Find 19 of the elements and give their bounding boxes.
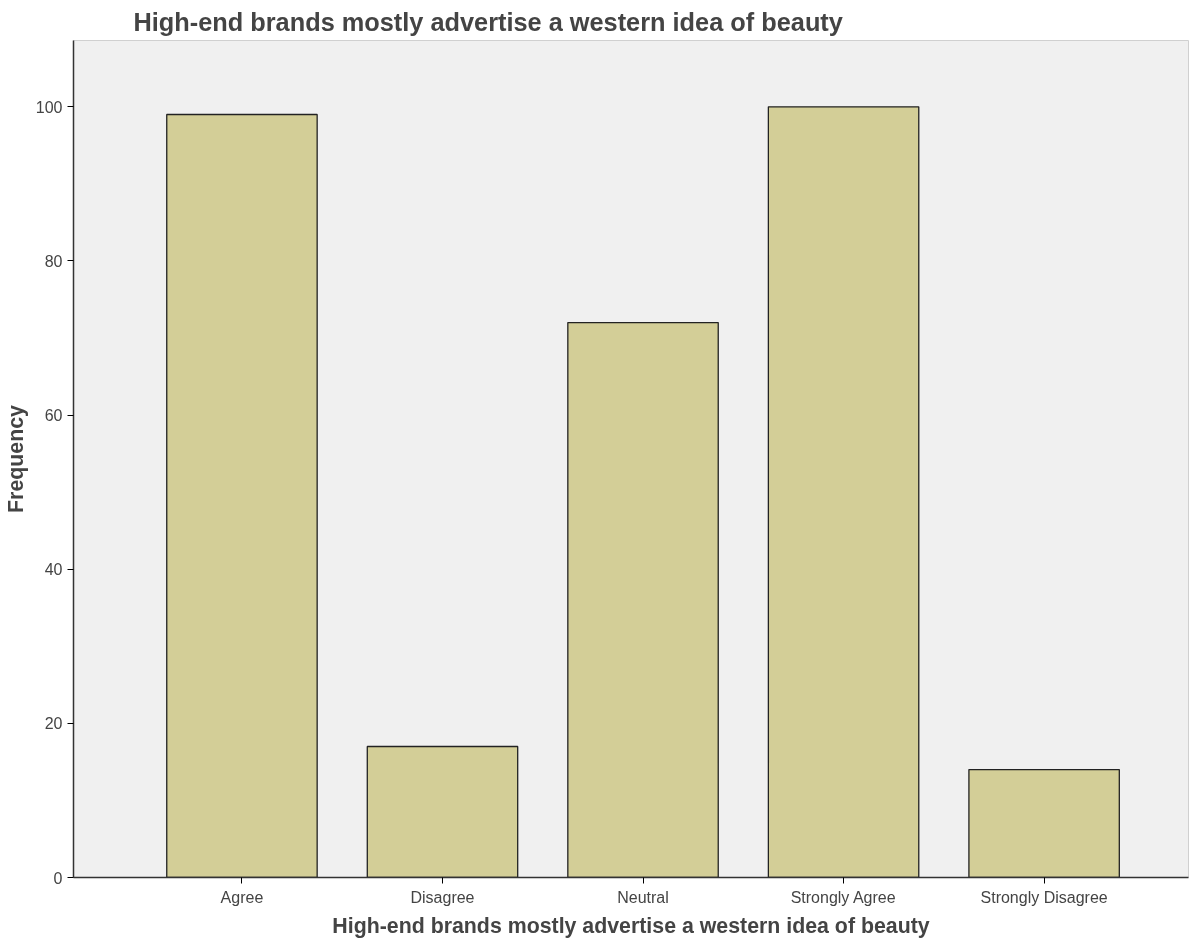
bar: [767, 106, 920, 878]
chart-title: High-end brands mostly advertise a western idea of beauty: [133, 7, 843, 36]
bar: [366, 745, 519, 878]
x-tick-label: Strongly Agree: [790, 888, 896, 906]
x-tick-label: Neutral: [617, 888, 669, 906]
y-tick-label: 40: [44, 561, 63, 579]
y-tick-label: 60: [44, 407, 63, 425]
y-axis-title: Frequency: [3, 404, 28, 513]
y-tick-label: 0: [53, 869, 63, 887]
y-tick-label: 80: [44, 252, 63, 270]
x-tick-label: Agree: [220, 888, 264, 906]
x-tick-label: Strongly Disagree: [980, 888, 1108, 906]
bar: [968, 768, 1120, 878]
x-axis-title: High-end brands mostly advertise a western idea of beauty: [332, 913, 930, 938]
bar: [166, 113, 318, 878]
x-tick-label: Disagree: [410, 888, 475, 906]
y-tick-label: 100: [35, 98, 63, 116]
bar: [567, 321, 719, 878]
y-tick-label: 20: [44, 715, 63, 733]
